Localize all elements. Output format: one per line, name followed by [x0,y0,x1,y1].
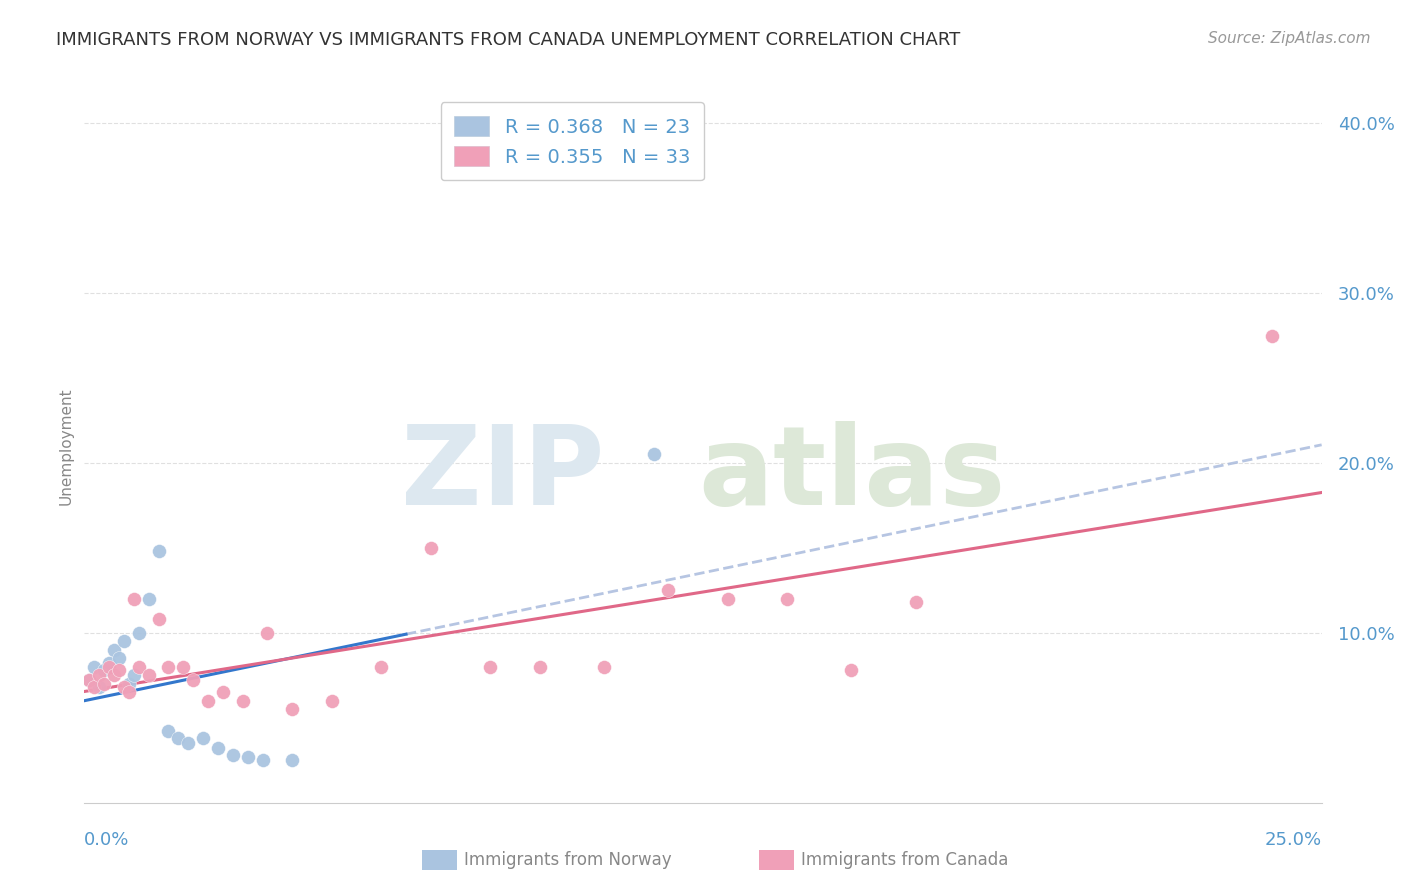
Text: 0.0%: 0.0% [84,831,129,849]
Point [232,694,254,708]
Point [281,753,304,767]
Text: 25.0%: 25.0% [1264,831,1322,849]
Point [157,660,180,674]
Point [148,544,170,558]
Point [128,660,150,674]
Point [103,643,125,657]
Point [93,663,115,677]
Point [93,677,115,691]
Text: IMMIGRANTS FROM NORWAY VS IMMIGRANTS FROM CANADA UNEMPLOYMENT CORRELATION CHART: IMMIGRANTS FROM NORWAY VS IMMIGRANTS FRO… [56,31,960,49]
Point [222,748,245,763]
Y-axis label: Unemployment: Unemployment [58,387,73,505]
Point [112,634,135,648]
Point [212,685,235,699]
Point [207,741,229,756]
Text: Source: ZipAtlas.com: Source: ZipAtlas.com [1208,31,1371,46]
Point [89,668,111,682]
Point [118,677,141,691]
Point [1261,328,1284,343]
Point [252,753,274,767]
Point [643,448,665,462]
Point [172,660,194,674]
Point [167,731,190,746]
Text: atlas: atlas [697,421,1005,528]
Point [122,591,145,606]
Text: Immigrants from Canada: Immigrants from Canada [801,851,1008,869]
Point [419,541,441,555]
Point [197,694,219,708]
Point [108,663,131,677]
Point [98,660,121,674]
Point [138,668,160,682]
Point [191,731,214,746]
Point [717,591,740,606]
Point [98,657,121,671]
Point [112,680,135,694]
Point [83,660,105,674]
Point [593,660,616,674]
Point [103,668,125,682]
Point [370,660,392,674]
Point [776,591,799,606]
Point [118,685,141,699]
Point [177,736,200,750]
Point [904,595,927,609]
Point [138,591,160,606]
Point [122,668,145,682]
Legend: R = 0.368   N = 23, R = 0.355   N = 33: R = 0.368 N = 23, R = 0.355 N = 33 [440,103,703,180]
Text: Immigrants from Norway: Immigrants from Norway [464,851,672,869]
Text: ZIP: ZIP [401,421,605,528]
Point [236,750,259,764]
Point [83,680,105,694]
Point [108,651,131,665]
Point [157,724,180,739]
Point [128,626,150,640]
Point [79,673,101,688]
Point [256,626,278,640]
Point [148,612,170,626]
Point [479,660,502,674]
Point [657,583,679,598]
Point [529,660,551,674]
Point [841,663,863,677]
Point [181,673,204,688]
Point [321,694,343,708]
Point [89,680,111,694]
Point [281,702,304,716]
Point [79,673,101,688]
